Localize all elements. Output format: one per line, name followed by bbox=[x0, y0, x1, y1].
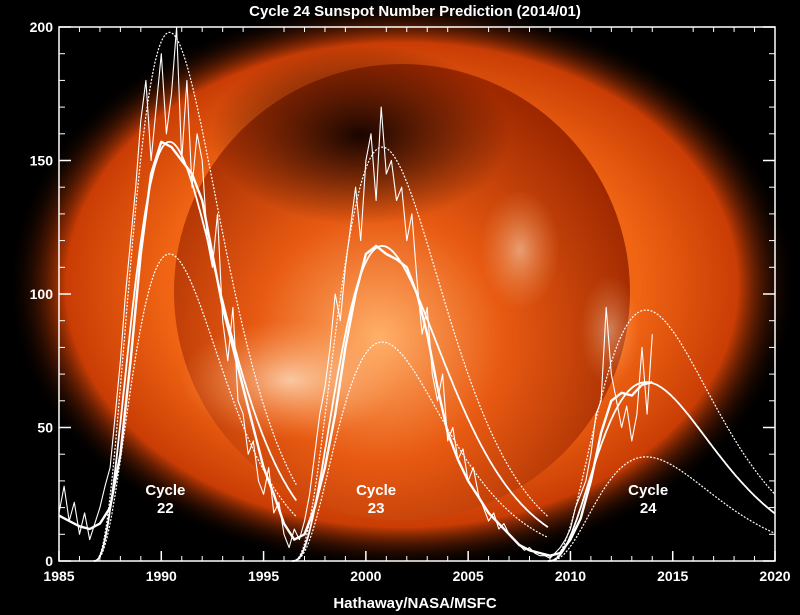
y-tick-label: 50 bbox=[37, 420, 53, 436]
x-tick-label: 2010 bbox=[555, 568, 586, 584]
sun-background bbox=[7, 0, 797, 570]
prediction-curve-mid-cycle-24 bbox=[547, 381, 776, 562]
prediction-curve-low-cycle-24 bbox=[547, 456, 776, 562]
x-tick-label: 2000 bbox=[350, 568, 381, 584]
y-tick-label: 100 bbox=[30, 286, 54, 302]
x-tick-label: 2015 bbox=[657, 568, 688, 584]
cycle-label: 24 bbox=[640, 500, 657, 517]
y-tick-label: 0 bbox=[45, 553, 53, 569]
x-tick-label: 2020 bbox=[759, 568, 790, 584]
y-tick-label: 150 bbox=[30, 153, 54, 169]
cycle-label: Cycle bbox=[628, 482, 668, 499]
prediction-curve-mid-cycle-22 bbox=[93, 140, 298, 562]
y-tick-label: 200 bbox=[30, 19, 54, 35]
cycle-label: 22 bbox=[157, 500, 174, 517]
axes: 1985 1990 1995 2000 2005 2010 2015 2020 0 50 100 15… bbox=[30, 19, 791, 584]
cycle-label: 23 bbox=[368, 500, 385, 517]
series-smoothed bbox=[58, 140, 653, 557]
x-tick-label: 1985 bbox=[43, 568, 74, 584]
prediction-curves bbox=[93, 31, 776, 562]
prediction-curve-low-cycle-23 bbox=[292, 341, 549, 562]
x-tick-label: 1990 bbox=[146, 568, 177, 584]
x-tick-label: 1995 bbox=[248, 568, 279, 584]
x-axis-label: Hathaway/NASA/MSFC bbox=[333, 595, 497, 612]
prediction-curve-high-cycle-23 bbox=[292, 146, 549, 562]
cycle-label: Cycle bbox=[356, 482, 396, 499]
prediction-curve-low-cycle-22 bbox=[93, 253, 297, 562]
data-series bbox=[58, 26, 653, 559]
cycle-label: Cycle bbox=[145, 482, 185, 499]
x-tick-label: 2005 bbox=[453, 568, 484, 584]
chart-title: Cycle 24 Sunspot Number Prediction (2014… bbox=[249, 3, 581, 20]
